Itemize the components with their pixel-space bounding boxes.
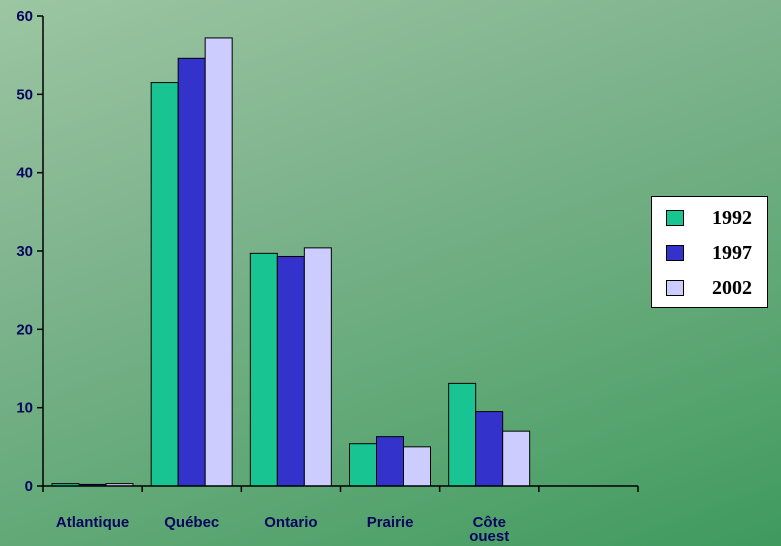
legend: 1992 1997 2002 bbox=[651, 196, 768, 308]
bar-1992-prairie bbox=[349, 443, 377, 487]
bar-1992-québec bbox=[150, 82, 179, 487]
x-category-label: Ontario bbox=[264, 514, 317, 531]
bar-1992-ontario bbox=[249, 252, 278, 487]
x-category-label: Québec bbox=[164, 514, 219, 531]
legend-label-2002: 2002 bbox=[712, 277, 752, 299]
bar-1992-côte-ouest bbox=[448, 382, 477, 487]
x-category-label: Prairie bbox=[367, 514, 414, 531]
bar-2002-prairie bbox=[403, 446, 431, 487]
bar-2002-côte-ouest bbox=[502, 430, 531, 487]
legend-label-1997: 1997 bbox=[712, 242, 752, 264]
y-tick-label: 60 bbox=[16, 8, 33, 25]
x-category-label: Atlantique bbox=[56, 514, 129, 531]
y-tick-label: 0 bbox=[25, 478, 33, 495]
legend-item-2002: 2002 bbox=[652, 275, 767, 303]
bar-1997-québec bbox=[177, 57, 206, 487]
legend-label-1992: 1992 bbox=[712, 207, 752, 229]
legend-swatch-1992 bbox=[666, 210, 684, 226]
legend-swatch-1997 bbox=[666, 245, 684, 261]
y-tick-label: 30 bbox=[16, 243, 33, 260]
y-tick-label: 20 bbox=[16, 321, 33, 338]
legend-item-1992: 1992 bbox=[652, 205, 767, 233]
x-category-label: Côte ouest bbox=[469, 514, 509, 545]
legend-item-1997: 1997 bbox=[652, 240, 767, 268]
bar-1997-côte-ouest bbox=[475, 411, 504, 487]
bar-1997-ontario bbox=[276, 255, 305, 487]
x-ticks-group: Atlantique Québec Ontario Prairie Côte ouest bbox=[42, 486, 639, 545]
y-ticks-group: 0 10 20 30 40 50 60 bbox=[16, 8, 43, 495]
legend-swatch-2002 bbox=[666, 280, 684, 296]
bar-2002-québec bbox=[204, 37, 233, 487]
y-tick-label: 50 bbox=[16, 86, 33, 103]
bars-group bbox=[51, 37, 531, 487]
y-tick-label: 10 bbox=[16, 400, 33, 417]
y-tick-label: 40 bbox=[16, 165, 33, 182]
bar-1997-prairie bbox=[376, 436, 404, 487]
bar-2002-ontario bbox=[303, 247, 332, 487]
